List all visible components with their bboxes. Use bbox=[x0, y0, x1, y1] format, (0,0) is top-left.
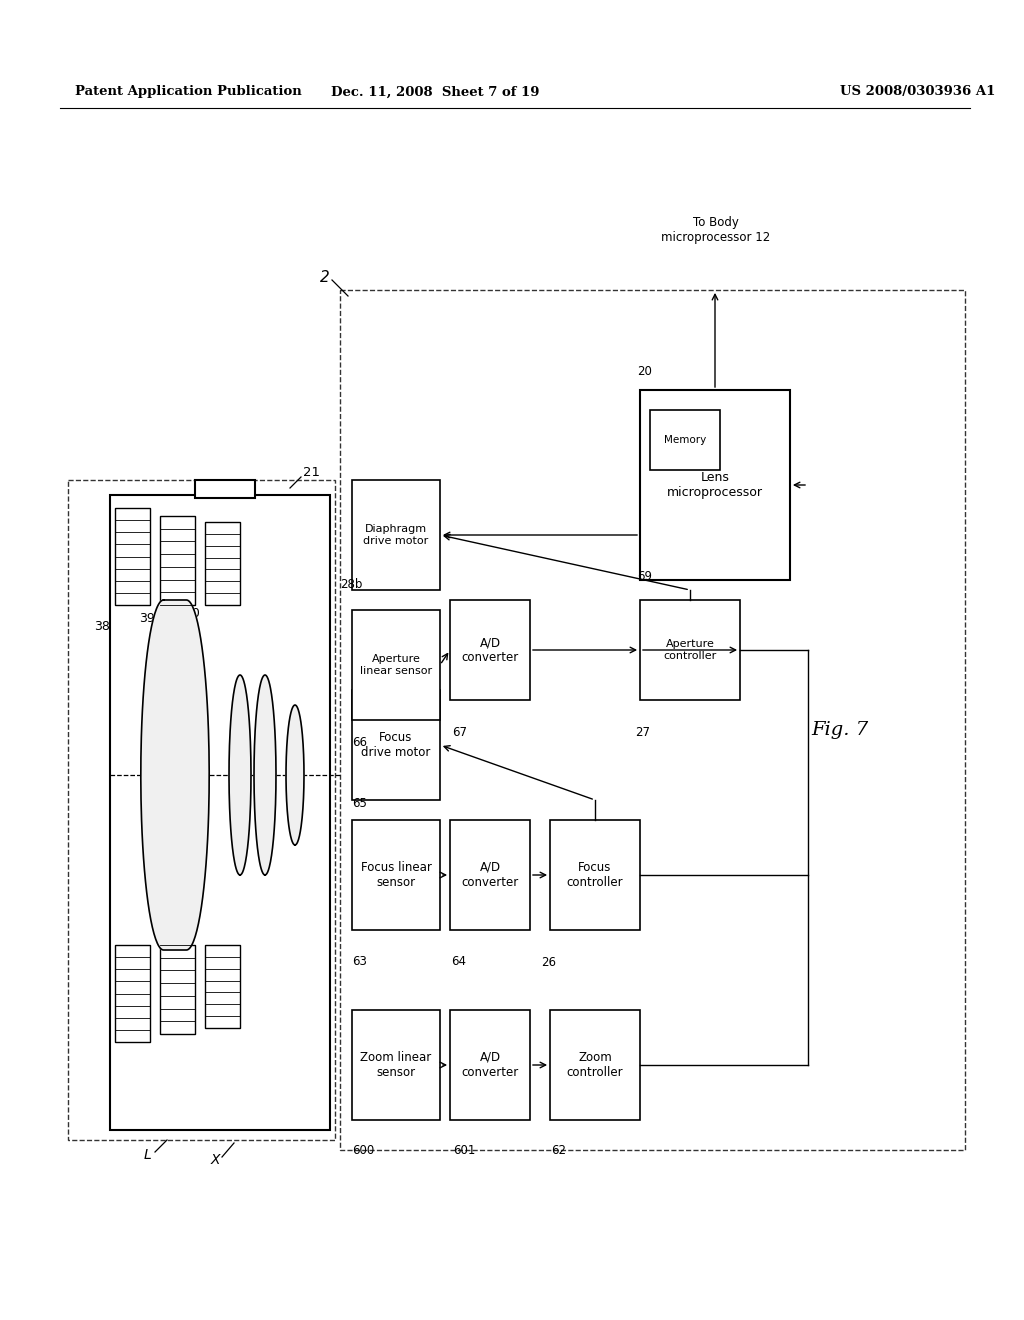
Text: Fig. 7: Fig. 7 bbox=[811, 721, 868, 739]
Text: A/D
converter: A/D converter bbox=[462, 1051, 518, 1078]
Text: 64: 64 bbox=[451, 954, 466, 968]
Text: Focus
drive motor: Focus drive motor bbox=[361, 731, 431, 759]
Text: 26: 26 bbox=[541, 956, 556, 969]
Polygon shape bbox=[141, 601, 209, 950]
Text: Aperture
linear sensor: Aperture linear sensor bbox=[360, 655, 432, 676]
Text: 65: 65 bbox=[352, 797, 367, 810]
Bar bbox=[160, 945, 195, 1034]
Bar bbox=[160, 516, 195, 605]
Text: Dec. 11, 2008  Sheet 7 of 19: Dec. 11, 2008 Sheet 7 of 19 bbox=[331, 86, 540, 99]
Bar bbox=[115, 508, 150, 605]
Text: 39: 39 bbox=[139, 612, 155, 624]
Bar bbox=[352, 610, 440, 719]
Text: 66: 66 bbox=[352, 737, 367, 748]
Text: 27: 27 bbox=[635, 726, 650, 739]
Text: Aperture
controller: Aperture controller bbox=[664, 639, 717, 661]
Bar bbox=[115, 945, 150, 1041]
Text: A/D
converter: A/D converter bbox=[462, 861, 518, 888]
Text: 21: 21 bbox=[303, 466, 319, 479]
Text: 38: 38 bbox=[94, 620, 110, 634]
Bar bbox=[352, 690, 440, 800]
Text: Patent Application Publication: Patent Application Publication bbox=[75, 86, 302, 99]
Bar bbox=[550, 1010, 640, 1119]
Bar bbox=[450, 1010, 530, 1119]
Bar bbox=[650, 411, 720, 470]
Text: 63: 63 bbox=[352, 954, 367, 968]
Text: 69: 69 bbox=[637, 570, 652, 583]
Text: Focus linear
sensor: Focus linear sensor bbox=[360, 861, 431, 888]
Text: 67: 67 bbox=[452, 726, 467, 739]
Bar bbox=[352, 480, 440, 590]
Text: Lens
microprocessor: Lens microprocessor bbox=[667, 471, 763, 499]
Text: 2: 2 bbox=[321, 271, 330, 285]
Text: L: L bbox=[144, 1148, 152, 1162]
Bar bbox=[110, 495, 330, 1130]
Bar bbox=[550, 820, 640, 931]
Bar bbox=[340, 290, 965, 1150]
Text: US 2008/0303936 A1: US 2008/0303936 A1 bbox=[840, 86, 995, 99]
Polygon shape bbox=[229, 675, 251, 875]
Text: 601: 601 bbox=[453, 1144, 475, 1158]
Text: X: X bbox=[210, 1152, 220, 1167]
Bar bbox=[450, 601, 530, 700]
Polygon shape bbox=[286, 705, 304, 845]
Polygon shape bbox=[254, 675, 276, 875]
Text: 600: 600 bbox=[352, 1144, 374, 1158]
Bar bbox=[68, 480, 335, 1140]
Text: 28b: 28b bbox=[340, 578, 362, 591]
Bar bbox=[195, 480, 255, 498]
Text: Diaphragm
drive motor: Diaphragm drive motor bbox=[364, 524, 429, 545]
Text: Zoom
controller: Zoom controller bbox=[566, 1051, 624, 1078]
Bar bbox=[450, 820, 530, 931]
Bar bbox=[352, 820, 440, 931]
Text: 62: 62 bbox=[551, 1144, 566, 1158]
Text: Focus
controller: Focus controller bbox=[566, 861, 624, 888]
Bar bbox=[352, 1010, 440, 1119]
Bar bbox=[205, 521, 240, 605]
Text: Zoom linear
sensor: Zoom linear sensor bbox=[360, 1051, 432, 1078]
Bar bbox=[640, 389, 790, 579]
Text: A/D
converter: A/D converter bbox=[462, 636, 518, 664]
Text: Memory: Memory bbox=[664, 436, 707, 445]
Bar bbox=[640, 601, 740, 700]
Text: 40: 40 bbox=[184, 607, 200, 620]
Bar bbox=[205, 945, 240, 1028]
Text: To Body
microprocessor 12: To Body microprocessor 12 bbox=[662, 216, 771, 244]
Text: 20: 20 bbox=[637, 366, 652, 378]
